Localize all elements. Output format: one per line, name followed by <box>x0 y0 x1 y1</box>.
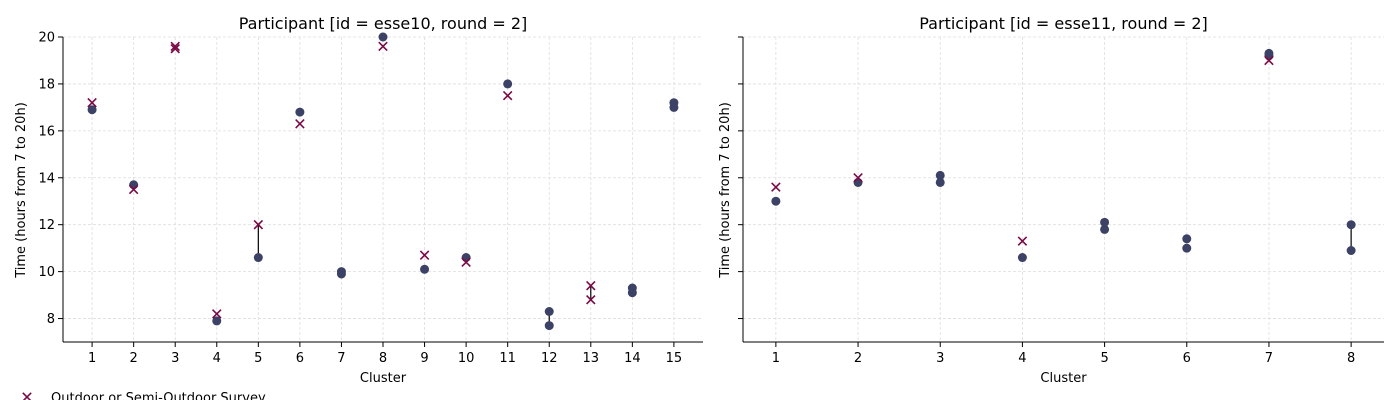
grid-lines <box>63 36 703 342</box>
data-point-x <box>212 309 222 319</box>
data-point-circle <box>129 180 139 190</box>
y-tick-label: 10 <box>38 265 55 280</box>
data-point-x <box>1264 55 1274 66</box>
y-axis-label: Time (hours from 7 to 20h) <box>718 102 733 279</box>
y-tick-label: 12 <box>38 218 55 233</box>
grid-lines <box>743 36 1384 342</box>
legend-x-mark <box>22 392 32 400</box>
legend-label: Outdoor or Semi-Outdoor Survey <box>51 391 266 400</box>
data-point-circle <box>1182 234 1192 244</box>
data-point-circle <box>295 107 305 117</box>
data-point-x <box>378 41 388 52</box>
y-tick-label: 14 <box>38 171 55 186</box>
data-point-circle <box>461 253 471 263</box>
legend-marker-x <box>22 392 32 400</box>
data-point-x <box>295 119 305 129</box>
data-point-x <box>502 90 513 101</box>
x-axis-label: Cluster <box>360 371 407 386</box>
x-axis-label: Cluster <box>1040 371 1087 386</box>
x-tick-label: 2 <box>854 351 862 366</box>
x-tick-label: 2 <box>130 351 138 366</box>
data-point-x <box>461 257 471 267</box>
x-tick-label: 6 <box>1183 351 1191 366</box>
data-point-x <box>771 182 781 192</box>
data-point-circle <box>1182 243 1192 253</box>
x-tick-label: 10 <box>458 351 475 366</box>
data-point-x <box>87 97 97 108</box>
data-point-x <box>586 295 596 305</box>
legend: Outdoor or Semi-Outdoor Survey <box>22 391 266 400</box>
data-point-circle <box>378 32 388 42</box>
chart-title: Participant [id = esse11, round = 2] <box>919 14 1208 33</box>
data-point-circle <box>1017 253 1027 263</box>
x-tick-label: 3 <box>171 351 179 366</box>
x-tick-label: 7 <box>337 351 345 366</box>
data-point-circle <box>627 288 637 298</box>
data-point-x <box>170 41 180 52</box>
chart-title: Participant [id = esse10, round = 2] <box>239 14 528 33</box>
chart-panel-esse10: Participant [id = esse10, round = 2] Clu… <box>14 14 703 386</box>
data-point-circle <box>544 307 554 316</box>
data-point-circle <box>544 321 554 331</box>
data-point-circle <box>1346 220 1356 230</box>
data-point-x <box>853 173 863 183</box>
data-point-circle <box>1100 217 1110 227</box>
x-tick-label: 1 <box>772 351 780 366</box>
data-point-x <box>586 280 596 291</box>
y-axis-label: Time (hours from 7 to 20h) <box>14 102 29 279</box>
data-point-circle <box>935 177 945 187</box>
x-tick-label: 1 <box>88 351 96 366</box>
x-tick-label: 14 <box>624 351 641 366</box>
x-tick-label: 12 <box>541 351 558 366</box>
x-tick-label: 15 <box>666 351 683 366</box>
x-tick-label: 9 <box>420 351 428 366</box>
data-point-circle <box>669 102 679 112</box>
x-tick-label: 13 <box>583 351 600 366</box>
y-tick-label: 20 <box>38 31 55 46</box>
data-point-circle <box>853 177 863 187</box>
data-point-x <box>128 184 139 195</box>
data-point-circle <box>503 79 513 89</box>
data-point-circle <box>212 316 222 326</box>
x-tick-label: 8 <box>1347 351 1355 366</box>
x-tick-label: 11 <box>499 351 516 366</box>
x-tick-label: 7 <box>1265 351 1273 366</box>
data-point-circle <box>1264 51 1274 61</box>
data-point-circle <box>336 269 346 279</box>
data-point-circle <box>420 264 430 274</box>
x-tick-label: 4 <box>1018 351 1026 366</box>
y-tick-label: 8 <box>47 312 55 327</box>
data-point-x <box>253 219 264 230</box>
x-tick-label: 5 <box>254 351 262 366</box>
y-tick-label: 18 <box>38 77 55 92</box>
data-point-x <box>1017 236 1028 246</box>
x-tick-label: 3 <box>936 351 944 366</box>
data-point-circle <box>87 105 97 115</box>
data-point-circle <box>1346 246 1356 255</box>
data-point-circle <box>771 196 781 206</box>
x-tick-label: 8 <box>379 351 387 366</box>
y-tick-label: 16 <box>38 124 55 139</box>
x-tick-label: 4 <box>213 351 221 366</box>
chart-panel-esse11: Participant [id = esse11, round = 2] Clu… <box>718 14 1384 386</box>
data-point-x <box>170 43 180 54</box>
x-tick-label: 6 <box>296 351 304 366</box>
data-point-circle <box>1100 224 1110 234</box>
data-point-x <box>419 250 430 260</box>
data-point-circle <box>935 170 945 180</box>
data-point-circle <box>253 253 263 263</box>
x-tick-label: 5 <box>1100 351 1108 366</box>
